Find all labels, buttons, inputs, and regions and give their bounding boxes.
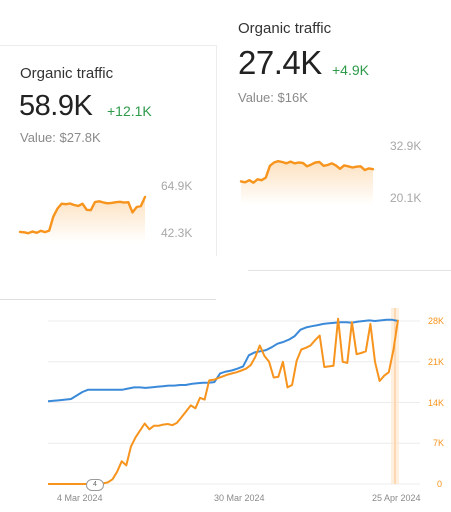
metric-change: +12.1K [107, 103, 152, 119]
metric-change: +4.9K [332, 62, 369, 78]
scale-top: 64.9K [161, 179, 193, 193]
traffic-value: Value: $27.8K [20, 130, 101, 145]
y-tick-label: 14K [427, 397, 444, 408]
scale-top: 32.9K [390, 139, 422, 153]
x-tick-label: 30 Mar 2024 [214, 493, 265, 503]
sparkline-line [18, 195, 147, 235]
y-tick-label: 21K [427, 356, 444, 367]
x-tick-label: 4 Mar 2024 [57, 493, 103, 503]
x-tick-label: 25 Apr 2024 [372, 493, 421, 503]
sparkline-area [241, 161, 373, 205]
sparkline-front [18, 195, 147, 242]
sparkline-area [20, 197, 145, 242]
y-tick-label: 28K [427, 316, 444, 326]
chart-canvas[interactable] [0, 300, 451, 512]
scale-bottom: 42.3K [161, 226, 193, 240]
sparkline-back [239, 160, 375, 205]
metric-value: 58.9K [19, 90, 93, 122]
organic-traffic-card-back[interactable]: Organic traffic 27.4K +4.9K Value: $16K … [220, 0, 451, 230]
card-title: Organic traffic [20, 65, 114, 82]
sparkline-line [239, 160, 375, 184]
scale-bottom: 20.1K [390, 191, 422, 205]
y-tick-label: 7K [432, 438, 444, 449]
divider [248, 270, 451, 271]
traffic-value: Value: $16K [238, 90, 308, 105]
y-tick-label: 0 [436, 479, 442, 489]
chart-grid [48, 320, 420, 485]
series-line-blue [47, 318, 399, 403]
divider [0, 299, 216, 300]
card-title: Organic traffic [238, 20, 332, 37]
traffic-chart[interactable]: 28K 21K 14K 7K 0 4 Mar 2024 30 Mar 2024 25 A… [0, 300, 451, 512]
series-line-orange [48, 317, 399, 485]
organic-traffic-card-front[interactable]: Organic traffic 58.9K +12.1K Value: $27.… [0, 45, 217, 256]
annotation-badge[interactable]: 4 [86, 479, 104, 491]
metric-value: 27.4K [238, 44, 322, 81]
